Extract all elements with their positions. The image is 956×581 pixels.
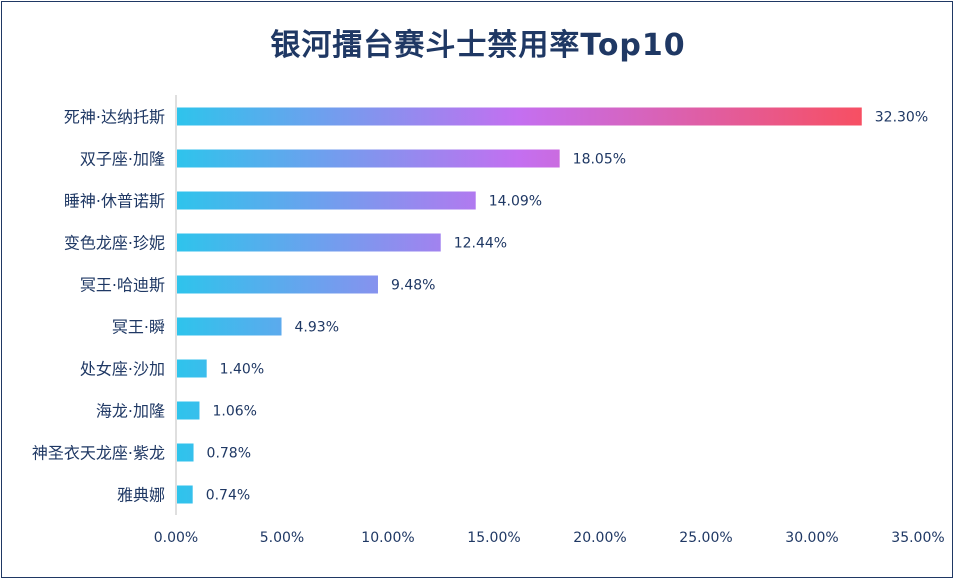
- bar: [177, 107, 862, 126]
- category-label: 冥王·哈迪斯: [80, 276, 165, 295]
- x-tick-label: 35.00%: [891, 530, 944, 546]
- x-tick-label: 20.00%: [573, 530, 626, 546]
- value-label: 0.74%: [206, 488, 250, 504]
- value-label: 1.40%: [220, 362, 264, 378]
- bar: [177, 191, 476, 210]
- bar: [177, 317, 282, 336]
- value-label: 12.44%: [454, 236, 507, 252]
- chart-title: 银河擂台赛斗士禁用率Top10: [270, 28, 686, 63]
- x-tick-label: 25.00%: [679, 530, 732, 546]
- category-label: 神圣衣天龙座·紫龙: [32, 444, 165, 463]
- category-label: 双子座·加隆: [80, 150, 165, 169]
- category-label: 冥王·瞬: [112, 318, 165, 337]
- category-label: 变色龙座·珍妮: [64, 234, 165, 253]
- x-tick-label: 10.00%: [361, 530, 414, 546]
- x-tick-label: 0.00%: [154, 530, 198, 546]
- bar: [177, 359, 207, 378]
- category-label: 雅典娜: [117, 486, 165, 505]
- x-tick-label: 30.00%: [785, 530, 838, 546]
- value-label: 0.78%: [207, 446, 251, 462]
- category-label: 睡神·休普诺斯: [64, 192, 165, 211]
- value-label: 9.48%: [391, 278, 435, 294]
- bar: [177, 149, 560, 168]
- x-tick-label: 5.00%: [260, 530, 304, 546]
- bar: [177, 443, 194, 462]
- value-label: 4.93%: [295, 320, 339, 336]
- bar: [177, 275, 378, 294]
- bar: [177, 401, 200, 420]
- value-label: 32.30%: [875, 110, 928, 126]
- x-tick-label: 15.00%: [467, 530, 520, 546]
- category-label: 海龙·加隆: [96, 402, 165, 421]
- bar: [177, 485, 193, 504]
- value-label: 18.05%: [573, 152, 626, 168]
- category-label: 处女座·沙加: [80, 360, 165, 379]
- value-label: 14.09%: [489, 194, 542, 210]
- value-label: 1.06%: [212, 404, 256, 420]
- category-label: 死神·达纳托斯: [64, 108, 165, 127]
- bar: [177, 233, 441, 252]
